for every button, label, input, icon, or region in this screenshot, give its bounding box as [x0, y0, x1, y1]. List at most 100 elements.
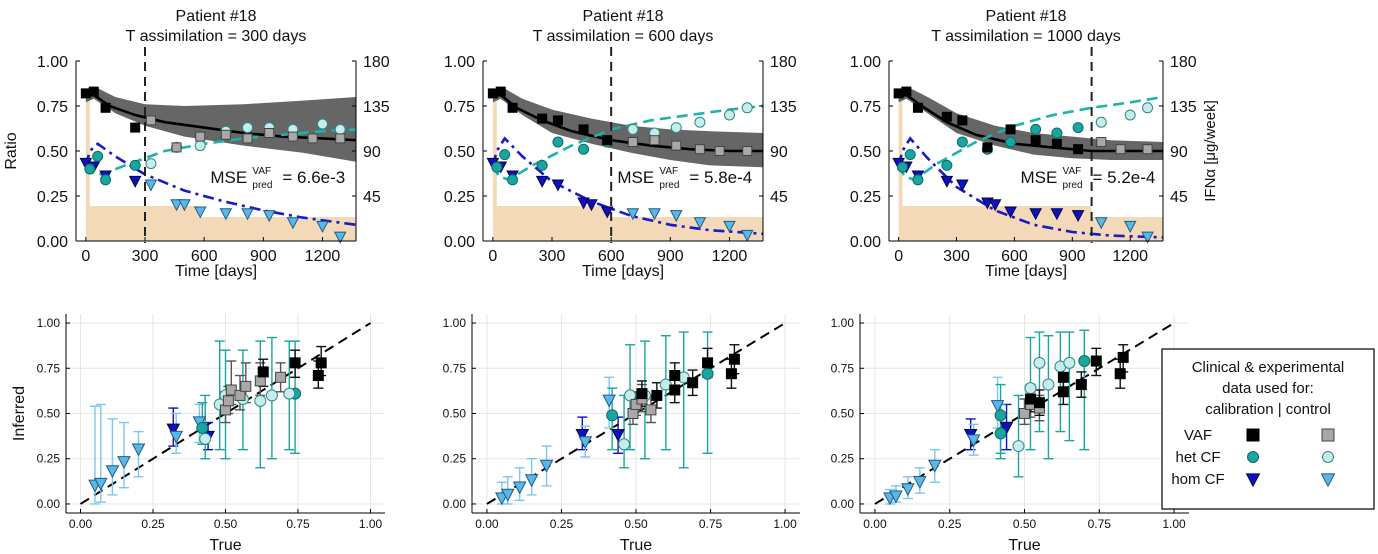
- y2-tick-label: 180: [363, 54, 390, 71]
- panel-title: Patient #18: [583, 8, 664, 25]
- legend-label-het-cf: het CF: [1175, 449, 1220, 466]
- y-tick-label: 0.75: [443, 361, 467, 375]
- hom-cf-point: [535, 175, 549, 188]
- y2-tick-label: 180: [1170, 54, 1197, 71]
- legend-markers: [1245, 428, 1336, 488]
- vaf-point: [602, 135, 613, 146]
- het-cf-point: [100, 174, 112, 186]
- hom-ctrl-point: [912, 476, 927, 490]
- hom-ctrl-point: [512, 481, 527, 495]
- x-tick-label: 0.75: [286, 517, 310, 531]
- y-tick-label: 0.25: [37, 189, 68, 206]
- x-tick-label: 1.00: [1162, 517, 1186, 531]
- hom-ctrl-point: [524, 474, 539, 488]
- x-tick-label: 0.75: [1088, 517, 1112, 531]
- hom-ctrl-point: [105, 465, 120, 479]
- x-tick-label: 0: [488, 248, 497, 265]
- legend-title-line-1: Clinical & experimental: [1192, 359, 1345, 376]
- x-axis-label: Time [days]: [985, 263, 1067, 280]
- y-tick-label: 0.50: [850, 144, 881, 161]
- x-axis-label: Time [days]: [582, 263, 664, 280]
- vaf-cal-point: [257, 366, 269, 378]
- x-tick-label: 900: [657, 248, 684, 265]
- mse-annotation: MSE VAF pred = 5.2e-4: [1021, 166, 1156, 191]
- vaf-point: [982, 142, 993, 153]
- vaf-cal-point: [1117, 351, 1129, 363]
- hom-cf-point: [193, 206, 207, 219]
- het-cf-point: [723, 109, 735, 121]
- vaf-ctrl-point: [222, 395, 234, 407]
- hom-cf-point: [333, 231, 347, 244]
- hom-cf-point: [170, 199, 183, 212]
- het-ctrl-point: [254, 394, 267, 407]
- y2-tick-label: 45: [363, 189, 381, 206]
- vaf-cal-point: [1033, 397, 1045, 409]
- vaf-fit-line: [492, 91, 763, 153]
- het-cf-point: [941, 159, 953, 171]
- het-ctrl-point: [265, 389, 278, 402]
- het-cf-point: [129, 159, 141, 171]
- mse-annotation: MSE VAF pred = 5.8e-4: [617, 166, 752, 191]
- hom-cf-point: [1004, 206, 1017, 219]
- het-cf-point: [507, 174, 519, 186]
- x-tick-label: 0: [894, 248, 903, 265]
- y2-tick-label: 45: [1170, 189, 1188, 206]
- calibration-panel: 0.00 0.25 0.50 0.75 1.00 0.00 0.25 0.50 0.75 1.00…: [831, 314, 1189, 554]
- vaf-point: [552, 115, 563, 126]
- vaf-cal-point: [651, 389, 663, 401]
- vaf-cal-point: [669, 370, 681, 382]
- het-cf-point: [670, 122, 682, 134]
- y-tick-label: 1.00: [444, 54, 475, 71]
- hom-cf-point: [1029, 208, 1042, 221]
- hom-cf-point: [955, 179, 969, 192]
- het-cf-point: [912, 174, 924, 186]
- het-ctrl-point: [1042, 378, 1055, 391]
- vaf-cal-point: [728, 353, 740, 365]
- legend-title-line-2: data used for:: [1222, 380, 1314, 397]
- vaf-cal-point: [725, 368, 737, 380]
- hom-cf-point: [1123, 220, 1137, 233]
- het-cf-point: [1072, 122, 1084, 134]
- het-cal-point: [1078, 355, 1091, 368]
- vaf-point: [242, 133, 253, 144]
- mse-superscript: VAF: [659, 166, 678, 177]
- hom-cf-point: [1141, 231, 1154, 244]
- vaf-point: [88, 86, 99, 97]
- vaf-credible-band: [85, 86, 356, 162]
- vaf-point: [100, 102, 111, 113]
- y-tick-label: 0.25: [444, 189, 475, 206]
- vaf-point: [220, 129, 231, 140]
- x-axis-label: Time [days]: [175, 263, 257, 280]
- hom-cf-point: [144, 179, 158, 192]
- plot-area: [897, 86, 1163, 241]
- legend-title-line-3: calibration | control: [1205, 401, 1331, 418]
- vaf-point: [1030, 135, 1041, 146]
- panel-title: Patient #18: [986, 8, 1067, 25]
- hom-cf-point: [740, 229, 754, 242]
- y-tick-label: 1.00: [850, 54, 881, 71]
- hom-ctrl-point: [927, 459, 942, 473]
- y-tick-label: 0.75: [37, 361, 61, 375]
- x-tick-label: 600: [598, 248, 625, 265]
- het-cf-point: [92, 150, 104, 162]
- y2-tick-label: 135: [363, 99, 390, 116]
- x-tick-label: 300: [943, 248, 970, 265]
- x-tick-label: 0.25: [141, 517, 165, 531]
- het-cf-point: [694, 116, 706, 128]
- y-tick-label: 0.50: [37, 407, 61, 421]
- vaf-point: [941, 111, 952, 122]
- vaf-ctrl-point: [645, 404, 657, 416]
- het-cal-point: [994, 409, 1007, 422]
- x-tick-label: 0.25: [550, 517, 574, 531]
- y2-tick-label: 90: [770, 144, 788, 161]
- hom-cf-fit-line: [84, 142, 356, 227]
- y-tick-label: 0.00: [850, 234, 881, 251]
- vaf-point: [335, 133, 346, 144]
- het-cf-point: [1124, 109, 1136, 121]
- hom-cf-point: [600, 206, 614, 219]
- het-cf-point: [145, 158, 157, 170]
- vaf-cal-point: [687, 377, 699, 389]
- vaf-point: [1073, 144, 1084, 155]
- plot-area: [491, 86, 763, 241]
- hom-cf-point: [626, 208, 640, 221]
